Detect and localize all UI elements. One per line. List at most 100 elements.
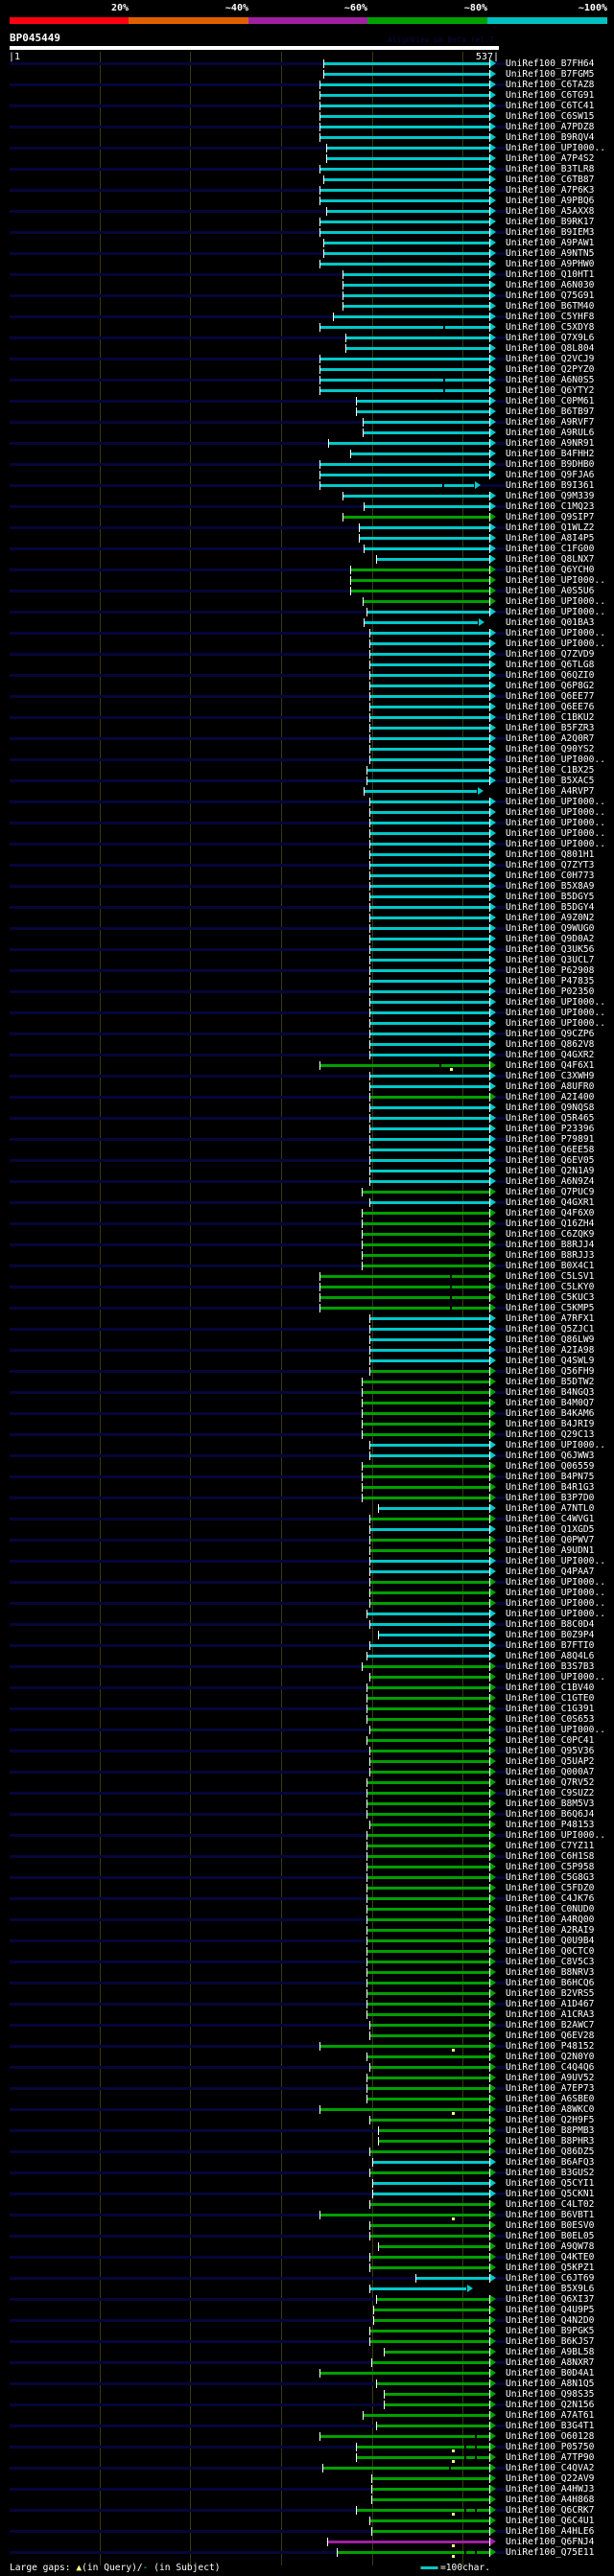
hit-row[interactable]: UniRef100_B4KAM6 <box>0 1408 614 1419</box>
hit-label[interactable]: UniRef100_B5FZR3 <box>506 722 595 733</box>
alignment-bar[interactable] <box>366 1886 490 1890</box>
hit-label[interactable]: UniRef100_A6SBE0 <box>506 2093 595 2104</box>
alignment-bar[interactable] <box>364 620 478 624</box>
alignment-bar[interactable] <box>319 1295 490 1299</box>
hit-row[interactable]: UniRef100_C5LKY0 <box>0 1282 614 1292</box>
hit-label[interactable]: UniRef100_B7FTI0 <box>506 1639 595 1651</box>
hit-row[interactable]: UniRef100_Q7ZVD9 <box>0 649 614 660</box>
alignment-bar[interactable] <box>350 568 490 571</box>
hit-row[interactable]: UniRef100_C5FDZ0 <box>0 1883 614 1893</box>
hit-row[interactable]: UniRef100_Q9CZP6 <box>0 1029 614 1039</box>
hit-row[interactable]: UniRef100_A4RVP7 <box>0 786 614 797</box>
hit-label[interactable]: UniRef100_B4JRI9 <box>506 1418 595 1429</box>
hit-row[interactable]: UniRef100_Q6FNJ4 <box>0 2537 614 2547</box>
hit-label[interactable]: UniRef100_C5YHF8 <box>506 311 595 322</box>
hit-label[interactable]: UniRef100_Q98S35 <box>506 2388 595 2400</box>
hit-label[interactable]: UniRef100_UPI000.. <box>506 1587 605 1598</box>
hit-row[interactable]: UniRef100_O60128 <box>0 2431 614 2442</box>
hit-row[interactable]: UniRef100_C1BKU2 <box>0 712 614 723</box>
hit-label[interactable]: UniRef100_Q8L804 <box>506 342 595 354</box>
hit-row[interactable]: UniRef100_A9NTN5 <box>0 248 614 259</box>
hit-row[interactable]: UniRef100_A9RUL6 <box>0 428 614 438</box>
hit-row[interactable]: UniRef100_B5FZR3 <box>0 723 614 733</box>
hit-label[interactable]: UniRef100_A7TP90 <box>506 2451 595 2463</box>
hit-row[interactable]: UniRef100_Q801H1 <box>0 849 614 860</box>
hit-row[interactable]: UniRef100_Q3UCL7 <box>0 955 614 965</box>
hit-row[interactable]: UniRef100_UPI000.. <box>0 143 614 153</box>
alignment-bar[interactable] <box>319 325 490 329</box>
alignment-bar[interactable] <box>377 2244 490 2248</box>
hit-label[interactable]: UniRef100_C5G8G3 <box>506 1871 595 1883</box>
alignment-bar[interactable] <box>361 1474 490 1478</box>
alignment-bar[interactable] <box>369 652 490 656</box>
alignment-bar[interactable] <box>319 2213 490 2216</box>
hit-label[interactable]: UniRef100_B6HCQ6 <box>506 1977 595 1988</box>
alignment-bar[interactable] <box>369 810 490 814</box>
hit-label[interactable]: UniRef100_A4RVP7 <box>506 785 595 797</box>
hit-label[interactable]: UniRef100_Q6EE58 <box>506 1144 595 1155</box>
hit-label[interactable]: UniRef100_P05750 <box>506 2441 595 2452</box>
hit-row[interactable]: UniRef100_Q6EE77 <box>0 691 614 702</box>
hit-label[interactable]: UniRef100_Q9WUG0 <box>506 922 595 934</box>
hit-label[interactable]: UniRef100_A2I400 <box>506 1091 595 1102</box>
hit-row[interactable]: UniRef100_B8RJJ3 <box>0 1250 614 1261</box>
alignment-bar[interactable] <box>319 2044 490 2048</box>
alignment-bar[interactable] <box>375 557 490 561</box>
hit-row[interactable]: UniRef100_Q6C4U1 <box>0 2516 614 2526</box>
hit-row[interactable]: UniRef100_A1D467 <box>0 1999 614 2009</box>
hit-row[interactable]: UniRef100_C1G391 <box>0 1704 614 1714</box>
hit-label[interactable]: UniRef100_C1FG00 <box>506 543 595 554</box>
hit-label[interactable]: UniRef100_A9PHW0 <box>506 258 595 269</box>
hit-row[interactable]: UniRef100_C1FG00 <box>0 544 614 554</box>
hit-label[interactable]: UniRef100_C1GTE0 <box>506 1692 595 1704</box>
hit-label[interactable]: UniRef100_C8V5C3 <box>506 1956 595 1967</box>
hit-label[interactable]: UniRef100_C6TG91 <box>506 89 595 101</box>
hit-row[interactable]: UniRef100_A1CRA3 <box>0 2009 614 2020</box>
hit-row[interactable]: UniRef100_B4R1G3 <box>0 1482 614 1493</box>
hit-row[interactable]: UniRef100_C4WVG1 <box>0 1514 614 1524</box>
hit-label[interactable]: UniRef100_C1MQ23 <box>506 500 595 512</box>
hit-label[interactable]: UniRef100_Q7ZYT3 <box>506 859 595 870</box>
hit-row[interactable]: UniRef100_Q4KTE0 <box>0 2252 614 2263</box>
hit-label[interactable]: UniRef100_Q9D0A2 <box>506 933 595 944</box>
hit-row[interactable]: UniRef100_B3TLR8 <box>0 164 614 174</box>
alignment-bar[interactable] <box>361 1264 490 1267</box>
hit-label[interactable]: UniRef100_Q6QZI0 <box>506 669 595 681</box>
alignment-bar[interactable] <box>362 420 490 424</box>
hit-label[interactable]: UniRef100_Q4SWL9 <box>506 1355 595 1366</box>
hit-row[interactable]: UniRef100_Q86LW9 <box>0 1334 614 1345</box>
hit-label[interactable]: UniRef100_A8NXR7 <box>506 2356 595 2368</box>
hit-row[interactable]: UniRef100_Q75G91 <box>0 290 614 301</box>
alignment-bar[interactable] <box>375 2381 490 2385</box>
alignment-bar[interactable] <box>369 1358 490 1362</box>
hit-row[interactable]: UniRef100_B0Z9P4 <box>0 1630 614 1640</box>
alignment-bar[interactable] <box>369 1000 490 1004</box>
alignment-bar[interactable] <box>384 2402 490 2406</box>
hit-label[interactable]: UniRef100_A8Q4L6 <box>506 1650 595 1661</box>
alignment-bar[interactable] <box>369 662 490 666</box>
alignment-bar[interactable] <box>319 367 490 371</box>
hit-row[interactable]: UniRef100_A9UV52 <box>0 2073 614 2083</box>
alignment-bar[interactable] <box>372 2181 490 2185</box>
hit-label[interactable]: UniRef100_A9RUL6 <box>506 427 595 438</box>
hit-label[interactable]: UniRef100_Q2PYZ0 <box>506 363 595 375</box>
hit-label[interactable]: UniRef100_C9SUZ2 <box>506 1787 595 1799</box>
hit-label[interactable]: UniRef100_UPI000.. <box>506 606 605 617</box>
hit-label[interactable]: UniRef100_Q5R465 <box>506 1112 595 1124</box>
hit-row[interactable]: UniRef100_UPI000.. <box>0 628 614 638</box>
hit-label[interactable]: UniRef100_UPI000.. <box>506 796 605 807</box>
alignment-bar[interactable] <box>322 61 490 65</box>
alignment-bar[interactable] <box>414 2276 490 2280</box>
hit-row[interactable]: UniRef100_B6AFQ3 <box>0 2157 614 2168</box>
alignment-bar[interactable] <box>369 1770 490 1774</box>
hit-label[interactable]: UniRef100_B9RK17 <box>506 216 595 227</box>
alignment-bar[interactable] <box>369 736 490 740</box>
alignment-bar[interactable] <box>366 1949 490 1953</box>
alignment-bar[interactable] <box>369 1200 490 1204</box>
alignment-bar[interactable] <box>369 1822 490 1826</box>
alignment-bar[interactable] <box>369 2265 490 2269</box>
alignment-bar[interactable] <box>319 220 490 223</box>
hit-row[interactable]: UniRef100_UPI000.. <box>0 575 614 586</box>
hit-label[interactable]: UniRef100_Q4GXR1 <box>506 1196 595 1208</box>
hit-label[interactable]: UniRef100_P62908 <box>506 964 595 976</box>
